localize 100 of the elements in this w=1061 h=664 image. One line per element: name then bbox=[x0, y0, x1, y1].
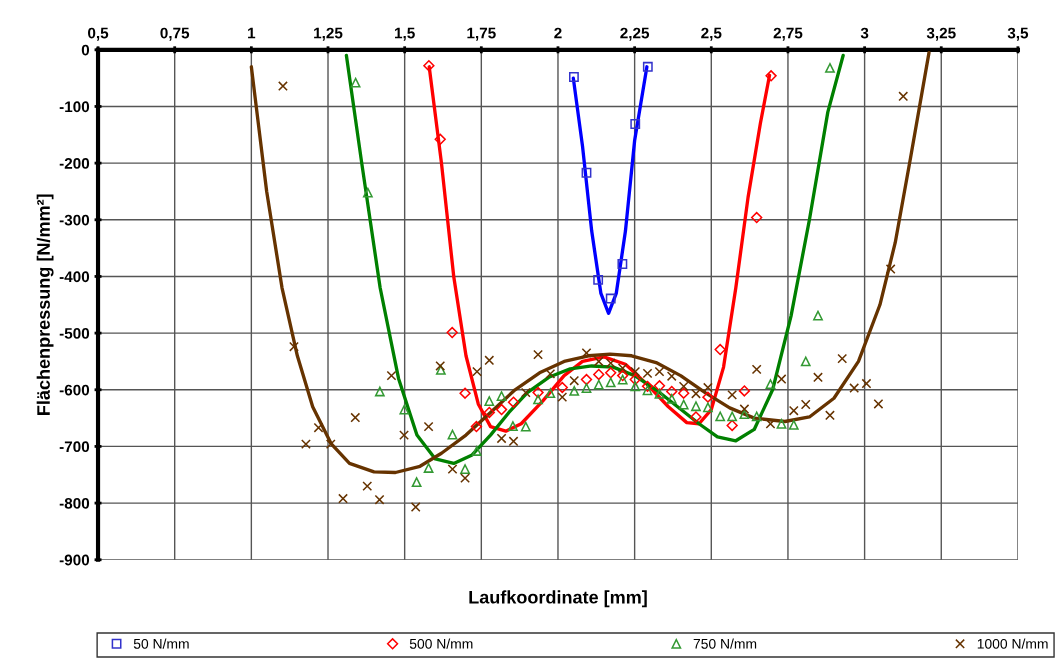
point bbox=[411, 477, 422, 488]
x-tick-label: 3,25 bbox=[926, 27, 956, 41]
point bbox=[788, 419, 799, 430]
point bbox=[837, 353, 848, 364]
point bbox=[593, 356, 604, 367]
y-tick-label: -100 bbox=[59, 101, 90, 113]
legend-label: 1000 N/mm bbox=[977, 638, 1048, 649]
point bbox=[545, 368, 556, 379]
point bbox=[350, 77, 361, 88]
point bbox=[593, 379, 604, 390]
legend-label: 500 N/mm bbox=[409, 638, 473, 649]
point bbox=[470, 420, 483, 433]
point bbox=[484, 355, 495, 366]
point bbox=[678, 399, 689, 410]
y-tick-label: -300 bbox=[59, 214, 90, 226]
point bbox=[350, 412, 361, 423]
point bbox=[898, 91, 909, 102]
point bbox=[374, 386, 385, 397]
point bbox=[642, 385, 653, 396]
point bbox=[580, 373, 593, 386]
point bbox=[630, 366, 641, 377]
point bbox=[751, 364, 762, 375]
point bbox=[507, 421, 518, 431]
point bbox=[642, 61, 653, 72]
point bbox=[715, 411, 726, 422]
line-series bbox=[344, 53, 845, 466]
point bbox=[726, 419, 738, 432]
point bbox=[678, 387, 690, 399]
point bbox=[447, 464, 458, 475]
point bbox=[666, 371, 677, 382]
point bbox=[399, 404, 410, 415]
point bbox=[374, 494, 385, 505]
point bbox=[691, 401, 701, 412]
point bbox=[873, 399, 884, 409]
point bbox=[800, 399, 811, 410]
point bbox=[641, 380, 654, 393]
point bbox=[617, 369, 629, 382]
point bbox=[556, 381, 568, 394]
point bbox=[460, 473, 471, 484]
point bbox=[765, 379, 776, 390]
point bbox=[423, 463, 434, 473]
point bbox=[568, 72, 579, 82]
y-tick-label: -800 bbox=[59, 497, 90, 509]
point bbox=[885, 264, 896, 275]
point bbox=[557, 392, 568, 403]
point bbox=[423, 59, 435, 72]
point bbox=[447, 429, 458, 440]
point bbox=[617, 374, 628, 385]
point bbox=[362, 187, 373, 198]
y-tick-label: -500 bbox=[59, 327, 90, 339]
point bbox=[545, 388, 556, 399]
point bbox=[605, 377, 616, 388]
point bbox=[702, 391, 714, 403]
x-tick-label: 0,75 bbox=[160, 27, 190, 41]
x-tick-label: 3,5 bbox=[1007, 27, 1029, 41]
point bbox=[533, 394, 543, 405]
point bbox=[483, 406, 495, 419]
point bbox=[654, 366, 665, 377]
legend-label: 750 N/mm bbox=[693, 638, 757, 649]
x-axis-title: Laufkoordinate [mm] bbox=[469, 590, 647, 608]
point bbox=[702, 382, 713, 393]
point bbox=[630, 381, 641, 392]
point bbox=[435, 365, 446, 375]
point bbox=[289, 341, 299, 352]
point bbox=[630, 119, 641, 129]
point bbox=[495, 403, 508, 416]
point bbox=[593, 274, 604, 285]
point bbox=[520, 421, 531, 432]
x-tick-label: 1,75 bbox=[467, 27, 496, 41]
legend-label: 50 N/mm bbox=[133, 638, 189, 649]
x-tick-label: 2,25 bbox=[620, 27, 650, 41]
point bbox=[338, 493, 348, 504]
point bbox=[593, 368, 605, 381]
x-tick-label: 2 bbox=[554, 27, 562, 39]
point bbox=[727, 389, 738, 400]
point bbox=[399, 430, 409, 441]
point bbox=[739, 404, 750, 414]
point bbox=[581, 383, 592, 393]
point bbox=[300, 439, 311, 450]
point bbox=[435, 361, 446, 371]
point bbox=[813, 372, 823, 383]
y-tick-label: -400 bbox=[59, 271, 90, 283]
x-tick-label: 2,5 bbox=[701, 27, 722, 41]
point bbox=[861, 378, 872, 389]
point bbox=[690, 411, 702, 423]
x-tick-label: 0,5 bbox=[88, 27, 109, 41]
point bbox=[532, 386, 544, 399]
point bbox=[605, 367, 617, 379]
point bbox=[727, 411, 738, 422]
line-series bbox=[249, 50, 931, 475]
point bbox=[678, 381, 689, 392]
x-tick-label: 3 bbox=[860, 27, 869, 39]
point bbox=[750, 211, 763, 224]
x-tick-label: 2,75 bbox=[773, 27, 803, 41]
point bbox=[654, 388, 665, 399]
point bbox=[581, 348, 592, 358]
point bbox=[434, 133, 446, 146]
y-tick-label: -900 bbox=[59, 554, 90, 566]
point bbox=[642, 368, 653, 379]
point bbox=[617, 363, 628, 374]
